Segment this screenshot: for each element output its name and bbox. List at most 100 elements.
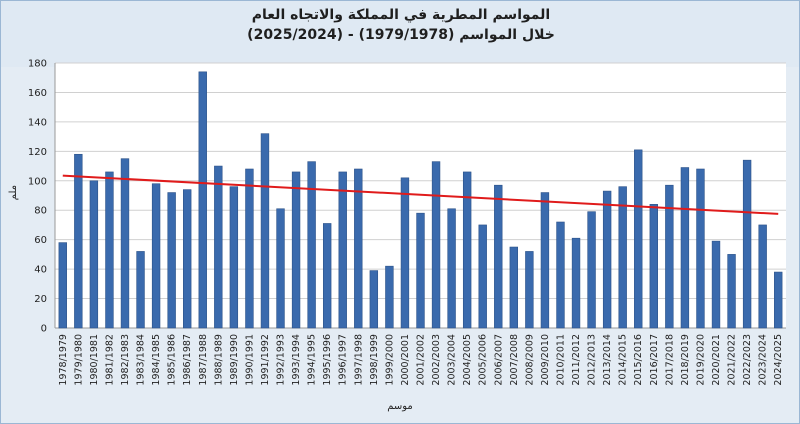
bar [58,242,67,329]
x-tick-label: 2005/2006 [478,334,489,386]
bar [494,184,503,329]
x-tick-label: 1990/1991 [244,334,255,386]
bar [696,168,705,329]
bar [385,265,394,329]
x-tick-label: 1997/1998 [353,334,364,386]
x-tick-label: 1988/1989 [213,334,224,386]
x-tick-label: 1991/1992 [260,334,271,386]
x-tick-label: 1982/1983 [120,334,131,386]
x-tick-label: 2000/2001 [400,334,411,386]
bars [58,71,783,329]
chart-title: المواسم المطرية في المملكة والاتجاه العا… [251,7,551,23]
x-tick-label: 2021/2022 [727,334,738,386]
x-tick-label: 1989/1990 [229,334,240,386]
bar [245,168,254,329]
bar [602,190,612,329]
x-tick-label: 2007/2008 [509,334,520,386]
y-axis-ticks: 0 20 40 60 80 100 120 140 160 180 [28,59,47,335]
x-tick-label: 2008/2009 [524,334,535,386]
y-tick-label: 180 [28,59,47,70]
bar [587,211,596,329]
x-tick-label: 1980/1981 [89,334,100,386]
y-tick-label: 0 [41,324,47,335]
x-tick-label: 2016/2017 [649,334,660,386]
bar [167,192,176,329]
x-tick-label: 1979/1980 [73,334,84,386]
bar [742,159,752,329]
x-tick-label: 2014/2015 [618,334,629,386]
x-tick-label: 2024/2025 [773,334,784,386]
x-tick-label: 2020/2021 [711,334,722,386]
bar [774,271,783,329]
x-tick-label: 2013/2014 [602,334,613,386]
x-tick-label: 2009/2010 [540,334,551,386]
bar [322,223,332,329]
x-tick-label: 1984/1985 [151,334,162,386]
x-tick-label: 2018/2019 [680,334,691,386]
bar [369,270,379,329]
x-tick-label: 2004/2005 [462,334,473,386]
x-axis-label: موسم [387,401,413,412]
x-tick-label: 2019/2020 [695,334,706,386]
bar [183,189,192,329]
bar [307,161,316,329]
chart-subtitle: خلال المواسم (1979/1978) - (2025/2024) [247,27,555,43]
bar [105,171,114,329]
bar [89,180,99,329]
bar [525,251,534,329]
bar [354,168,363,329]
x-tick-label: 1994/1995 [307,334,318,386]
bar [338,171,347,329]
x-tick-label: 1992/1993 [276,334,287,386]
y-tick-label: 140 [28,117,47,128]
bar [431,161,441,329]
bar [758,224,767,329]
bar [571,237,581,329]
x-tick-label: 1996/1997 [338,334,349,386]
x-tick-label: 2001/2002 [416,334,427,386]
y-tick-label: 60 [34,235,47,246]
x-tick-label: 2012/2013 [587,334,598,386]
bar [540,192,550,329]
trend-line [62,174,779,215]
bar [229,186,239,329]
x-tick-label: 1987/1988 [198,334,209,386]
bar [711,240,721,329]
bar [447,208,456,329]
x-tick-label: 2022/2023 [742,334,753,386]
x-tick-label: 2006/2007 [493,334,504,386]
x-tick-label: 1986/1987 [182,334,193,386]
y-tick-label: 100 [28,176,47,187]
x-tick-label: 1978/1979 [58,334,69,386]
bar [727,254,736,329]
x-tick-label: 2010/2011 [555,334,566,386]
bar [478,224,487,329]
bar [649,204,658,329]
x-tick-label: 1983/1984 [136,334,147,386]
x-tick-label: 2003/2004 [447,334,458,386]
bar [260,133,270,329]
bar [400,177,410,329]
x-tick-label: 1998/1999 [369,334,380,386]
x-tick-label: 1995/1996 [322,334,333,386]
x-axis-ticks: 1978/1979 1979/1980 1980/1981 1981/1982 1982… [58,334,784,386]
y-tick-label: 80 [34,206,47,217]
bar [634,149,643,329]
x-tick-label: 2017/2018 [664,334,675,386]
bar [291,171,301,329]
bar [198,71,207,329]
bar [665,184,674,329]
bar [618,186,627,329]
y-tick-label: 120 [28,147,47,158]
x-tick-label: 2011/2012 [571,334,582,386]
y-axis-label: ملم [8,185,19,200]
bar [74,153,83,329]
bar [151,183,161,329]
y-tick-label: 160 [28,88,47,99]
bar [556,221,565,329]
bar [136,251,145,329]
x-tick-label: 1981/1982 [104,334,115,386]
y-tick-label: 20 [34,294,47,305]
bar [214,165,223,329]
